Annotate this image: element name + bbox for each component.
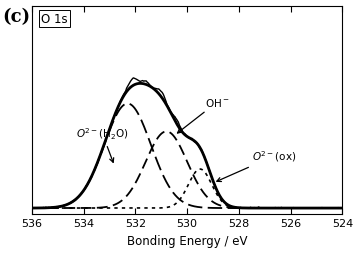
Text: (c): (c)	[2, 8, 30, 26]
Text: $O^{2-}$(ox): $O^{2-}$(ox)	[217, 149, 296, 182]
Text: $O^{2-}$(H$_2$O): $O^{2-}$(H$_2$O)	[76, 126, 129, 163]
X-axis label: Bonding Energy / eV: Bonding Energy / eV	[127, 234, 247, 247]
Text: O 1s: O 1s	[41, 13, 68, 26]
Text: OH$^-$: OH$^-$	[177, 96, 230, 134]
